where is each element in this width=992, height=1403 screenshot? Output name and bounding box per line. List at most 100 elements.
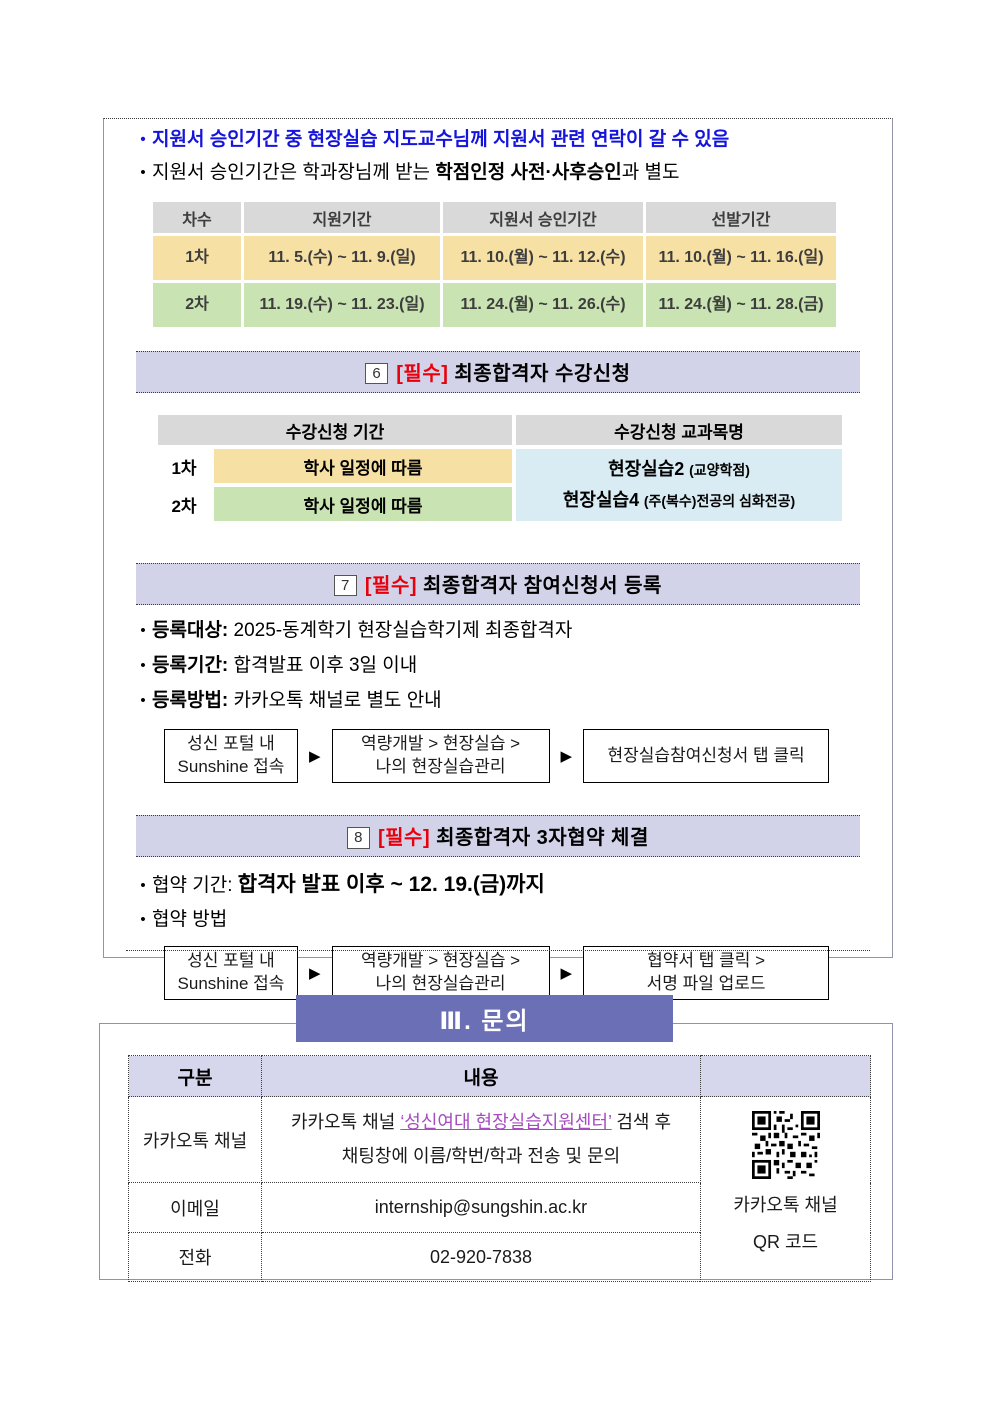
inquiry-section-title: Ⅲ. 문의 [296,995,673,1042]
flow-step-portal: 성신 포털 내 Sunshine 접속 [164,729,298,784]
bullet-dot: • [140,911,146,929]
section6-banner: 6 [필수] 최종합격자 수강신청 [136,351,860,394]
schedule-approve-cell: 11. 24.(월) ~ 11. 26.(수) [443,283,643,328]
flow-step-menu: 역량개발 > 현장실습 > 나의 현장실습관리 [331,729,550,784]
flow-arrow-icon: ▶ [560,748,573,766]
contact-row-phone: 전화 02-920-7838 [128,1232,871,1282]
flow-step-line: 현장실습참여신청서 탭 클릭 [607,745,805,765]
flow-step-line: Sunshine 접속 [177,974,285,994]
contact-value-kakao: 카카오톡 채널 ‘성신여대 현장실습지원센터’ 검색 후 채팅창에 이름/학번/… [261,1096,701,1183]
kakao-text-suffix: 검색 후 [611,1111,672,1132]
flow-step-line: 성신 포털 내 [187,734,275,754]
bullet-value-strong: 합격자 발표 이후 ~ 12. 19.(금)까지 [237,873,545,897]
required-tag: [필수] [377,827,431,850]
flow-step-application-tab: 현장실습참여신청서 탭 클릭 [583,729,830,784]
flow-arrow-icon: ▶ [309,748,321,766]
schedule-header-row: 차수 지원기간 지원서 승인기간 선발기간 [153,202,836,234]
notice-bullet-approval-separate: • 지원서 승인기간은 학과장님께 받는 학점인정 사전·사후승인과 별도 [134,160,892,185]
section7-bullets: • 등록대상: 2025-동계학기 현장실습학기제 최종합격자 • 등록기간: 합격… [104,618,892,713]
flow-step-line: 나의 현장실습관리 [375,974,506,994]
course-period-cell: 학사 일정에 따름 [214,487,512,522]
course-line-2: 현장실습4 (주(복수)전공의 심화전공) [517,485,841,517]
schedule-table: 차수 지원기간 지원서 승인기간 선발기간 1차 11. 5.(수) ~ 11.… [150,199,839,330]
flow-step-portal: 성신 포털 내 Sunshine 접속 [164,946,298,1001]
contact-row-email: 이메일 internship@sungshin.ac.kr [128,1182,871,1233]
schedule-header-select: 선발기간 [646,202,836,234]
contact-header-content: 내용 [261,1055,701,1097]
contact-header-row: 구분 내용 [128,1055,871,1097]
schedule-round-cell: 2차 [153,283,241,328]
course-period-cell: 학사 일정에 따름 [214,449,512,484]
schedule-header-round: 차수 [153,202,241,234]
flow-step-agreement-upload: 협약서 탭 클릭 > 서명 파일 업로드 [583,946,830,1001]
qr-caption-line1: 카카오톡 채널 [733,1195,838,1215]
flow-step-line: 성신 포털 내 [187,951,275,971]
kakao-instruction-line1: 카카오톡 채널 ‘성신여대 현장실습지원센터’ 검색 후 [263,1111,699,1133]
flow-step-line: 협약서 탭 클릭 > [647,951,766,971]
bullet-register-target: • 등록대상: 2025-동계학기 현장실습학기제 최종합격자 [134,618,892,643]
course-table-header-row: 수강신청 기간 수강신청 교과목명 [158,415,842,446]
schedule-row-2: 2차 11. 19.(수) ~ 11. 23.(일) 11. 24.(월) ~ … [153,283,836,328]
section8-title: 최종합격자 3자협약 체결 [436,827,649,850]
course-table-row-2: 2차 학사 일정에 따름 [158,487,842,522]
notice-bullet-approval-contact: • 지원서 승인기간 중 현장실습 지도교수님께 지원서 관련 연락이 갈 수 있… [134,127,892,152]
bullet-value: 합격발표 이후 3일 이내 [233,655,418,677]
flow-step-line: 역량개발 > 현장실습 > [360,734,521,754]
bullet-agreement-method: • 협약 방법 [134,907,892,932]
schedule-round-cell: 1차 [153,236,241,281]
contact-value-email: internship@sungshin.ac.kr [261,1182,701,1233]
contact-header-category: 구분 [128,1055,262,1097]
bullet-label: 협약 기간: [152,875,233,897]
flow-step-line: 나의 현장실습관리 [375,757,506,777]
bullet-label: 등록기간: [152,655,229,677]
contact-label: 카카오톡 채널 [128,1096,262,1183]
schedule-select-cell: 11. 24.(월) ~ 11. 28.(금) [646,283,836,328]
schedule-apply-cell: 11. 5.(수) ~ 11. 9.(일) [244,236,440,281]
course-note: (주(복수)전공의 심화전공) [643,493,796,510]
schedule-row-1: 1차 11. 5.(수) ~ 11. 9.(일) 11. 10.(월) ~ 11… [153,236,836,281]
course-name-cell: 현장실습2 (교양학점) 현장실습4 (주(복수)전공의 심화전공) [516,449,842,522]
bullet-value: 2025-동계학기 현장실습학기제 최종합격자 [233,620,573,642]
bullet-agreement-period: • 협약 기간: 합격자 발표 이후 ~ 12. 19.(금)까지 [134,871,892,899]
bullet-dot: • [140,877,146,895]
notice-main-box: • 지원서 승인기간 중 현장실습 지도교수님께 지원서 관련 연락이 갈 수 있… [103,118,893,1001]
schedule-approve-cell: 11. 10.(월) ~ 11. 12.(수) [443,236,643,281]
section8-banner: 8 [필수] 최종합격자 3자협약 체결 [136,815,860,858]
bullet-label: 등록대상: [152,620,229,642]
inquiry-box: 구분 내용 카카오톡 채널 카카오톡 채널 ‘성신여대 현장실습지원센터’ 검색… [99,1023,893,1282]
contact-table: 구분 내용 카카오톡 채널 카카오톡 채널 ‘성신여대 현장실습지원센터’ 검색… [128,1055,871,1282]
course-note: (교양학점) [689,461,750,478]
flow-step-line: 서명 파일 업로드 [646,974,766,994]
course-name: 현장실습4 [562,490,640,511]
bullet-dot: • [140,131,146,148]
contact-value-phone: 02-920-7838 [261,1232,701,1282]
schedule-header-apply: 지원기간 [244,202,440,234]
kakao-instruction-line2: 채팅창에 이름/학번/학과 전송 및 문의 [341,1145,621,1166]
flow-arrow-icon: ▶ [309,965,321,983]
course-name: 현장실습2 [608,458,685,479]
divider [126,950,870,951]
contact-header-qr-spacer [700,1055,871,1097]
required-tag: [필수] [396,363,449,386]
course-table-row-1: 1차 학사 일정에 따름 현장실습2 (교양학점) 현장실습4 (주(복수)전공… [158,449,842,522]
bullet-dot: • [140,164,146,182]
section8-number-badge: 8 [347,827,370,849]
section7-banner: 7 [필수] 최종합격자 참여신청서 등록 [136,563,860,606]
section6-title: 최종합격자 수강신청 [454,363,631,386]
bullet-text-bold: 학점인정 사전·사후승인 [435,162,622,184]
schedule-header-approve: 지원서 승인기간 [443,202,643,234]
qr-caption-line2: QR 코드 [752,1231,819,1252]
bullet-register-period: • 등록기간: 합격발표 이후 3일 이내 [134,653,892,678]
flow-step-menu: 역량개발 > 현장실습 > 나의 현장실습관리 [331,946,550,1001]
section7-number-badge: 7 [334,575,357,597]
contact-label: 이메일 [128,1182,262,1233]
kakao-text-prefix: 카카오톡 채널 [290,1111,401,1132]
kakao-channel-link[interactable]: ‘성신여대 현장실습지원센터’ [400,1111,612,1132]
bullet-label: 등록방법: [152,690,229,712]
schedule-select-cell: 11. 10.(월) ~ 11. 16.(일) [646,236,836,281]
bullet-text: 지원서 승인기간 중 현장실습 지도교수님께 지원서 관련 연락이 갈 수 있음 [152,129,730,150]
required-tag: [필수] [364,575,418,598]
bullet-label: 협약 방법 [152,909,228,931]
bullet-dot: • [140,622,146,640]
contact-row-kakao: 카카오톡 채널 카카오톡 채널 ‘성신여대 현장실습지원센터’ 검색 후 채팅창… [128,1096,871,1282]
